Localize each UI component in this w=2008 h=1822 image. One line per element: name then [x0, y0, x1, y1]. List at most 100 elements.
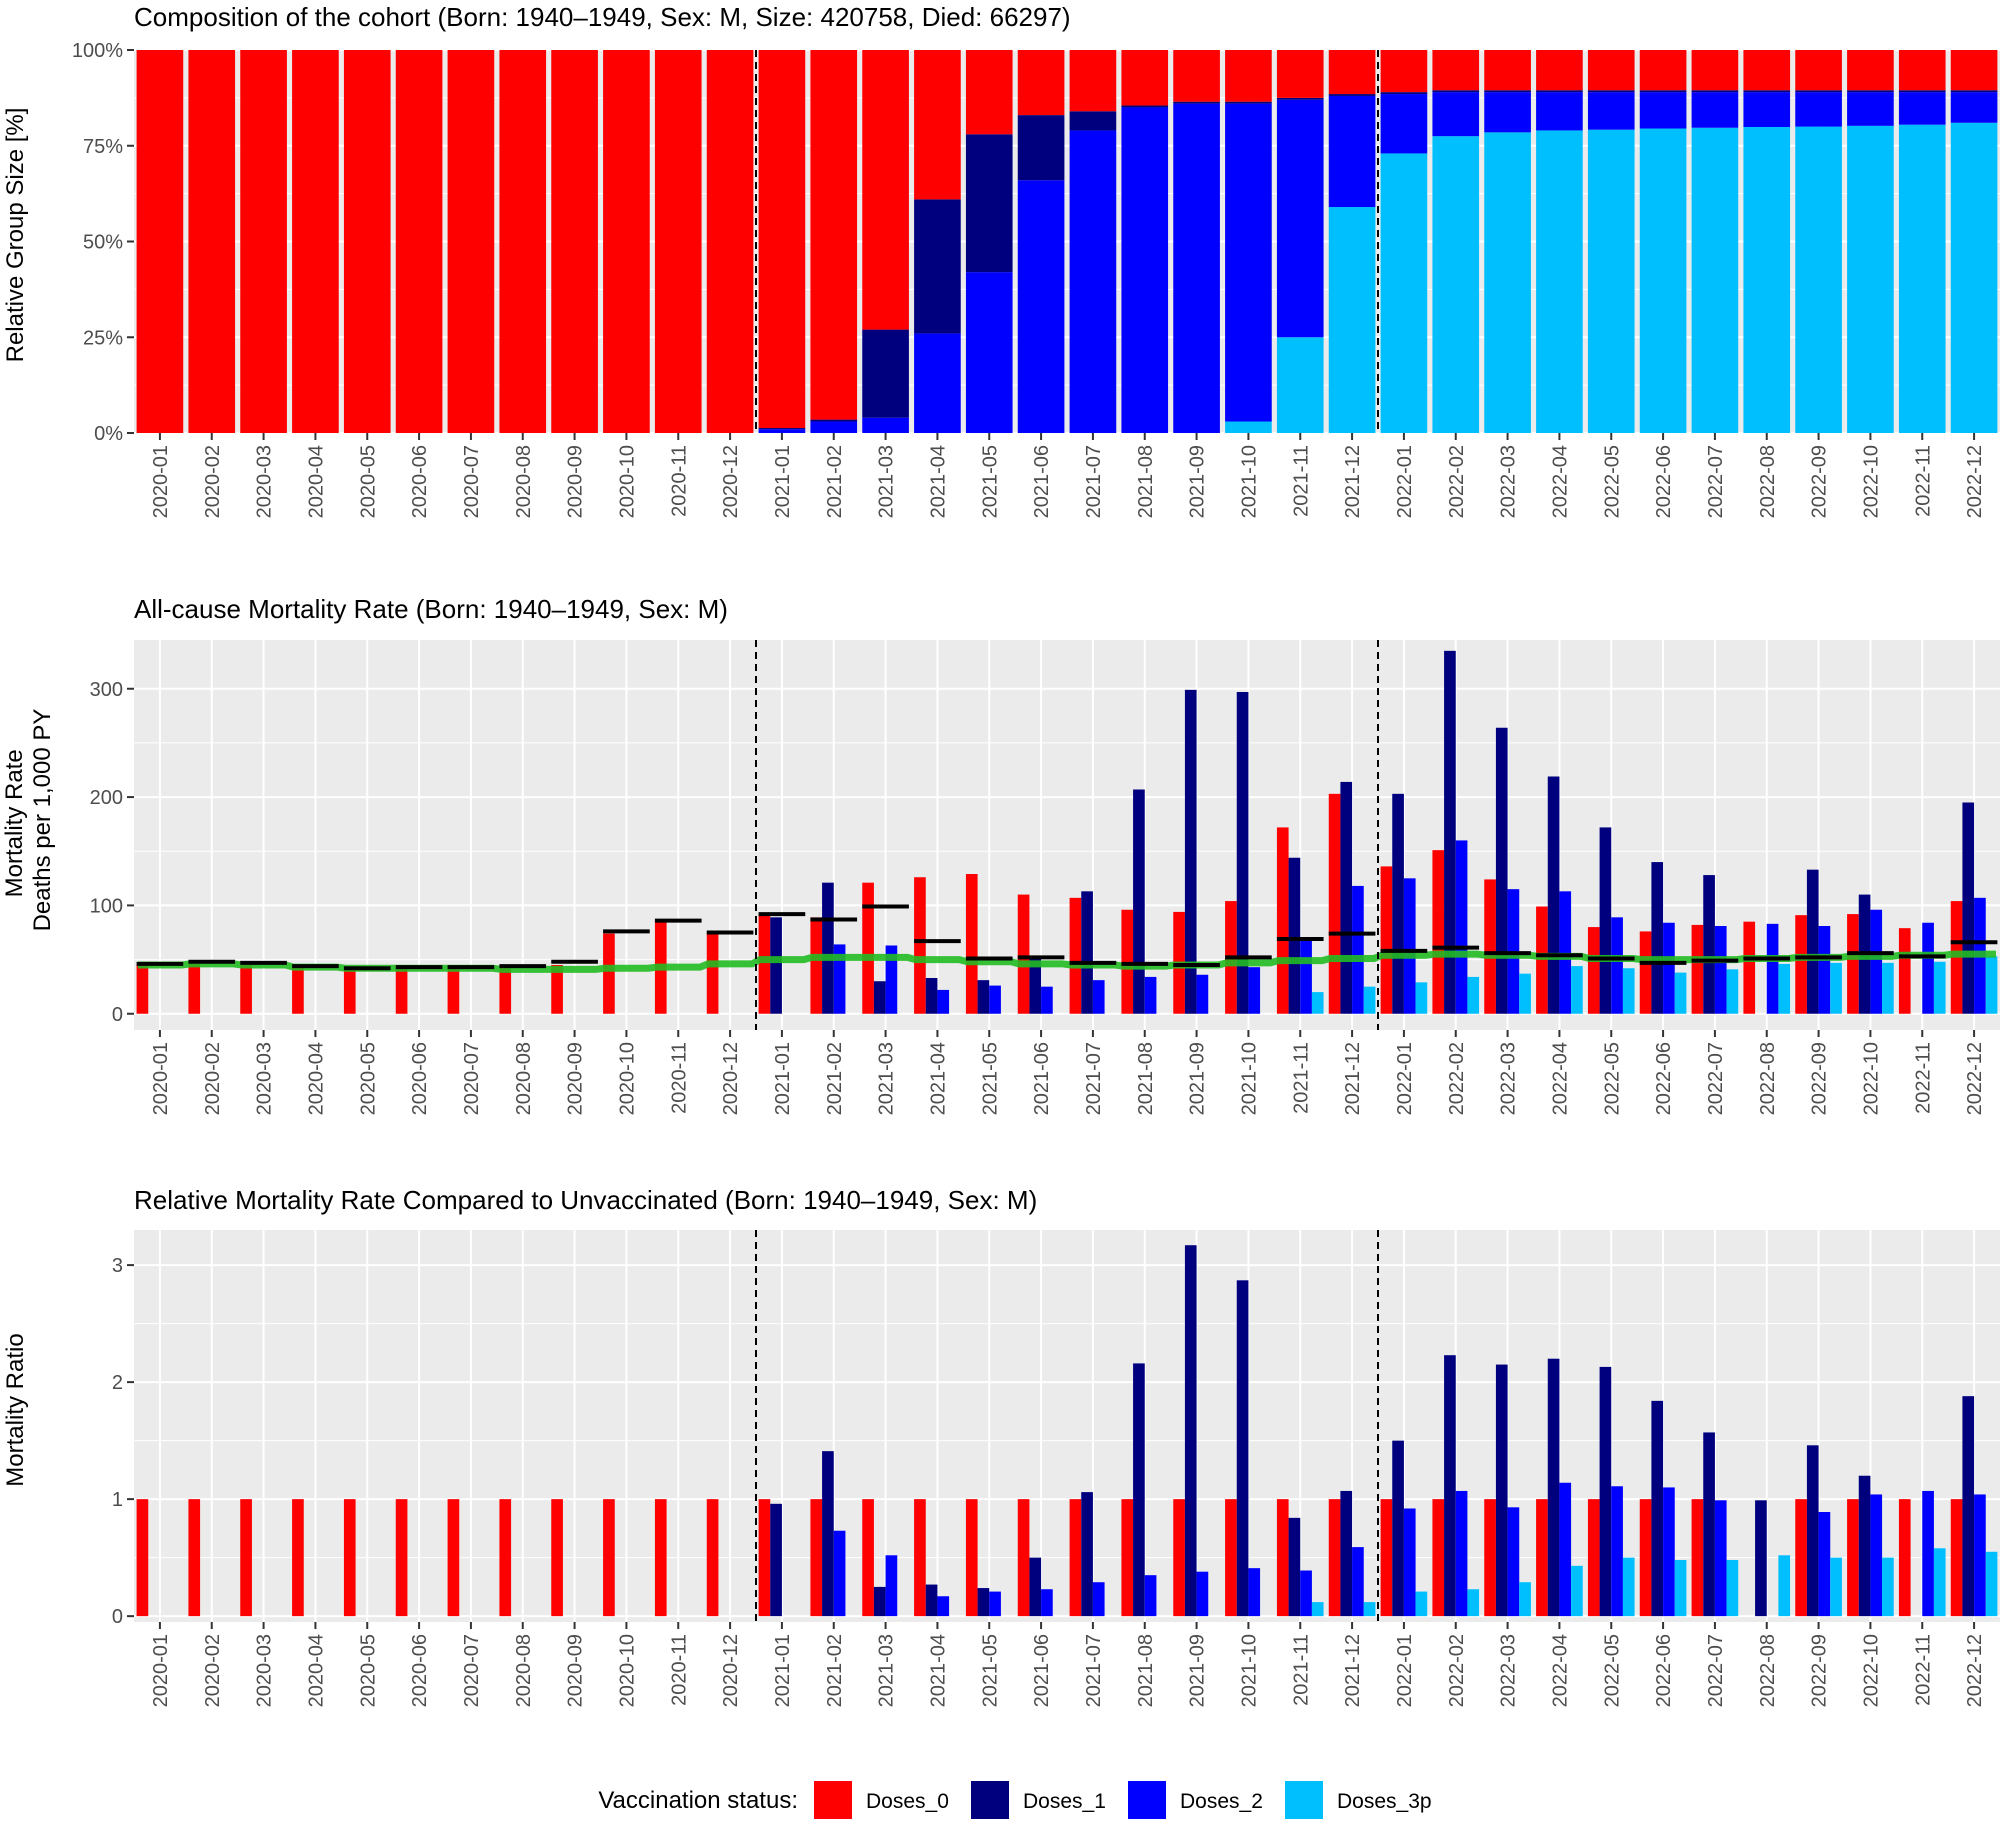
x-tick-label: 2021-09: [1187, 1042, 1209, 1115]
bar-doses-3p: [1276, 337, 1324, 433]
x-tick-label: 2022-02: [1446, 445, 1468, 518]
bar-doses-3p: [1985, 1551, 1998, 1617]
y-tick-label: 50%: [83, 232, 123, 254]
bar-doses-0: [447, 50, 495, 433]
x-tick-label: 2020-09: [565, 1634, 587, 1707]
bar-doses-3p: [1571, 966, 1583, 1014]
x-tick-label: 2021-02: [824, 1634, 846, 1707]
bar-doses-3p: [1847, 125, 1894, 434]
bar-doses-1: [1236, 692, 1249, 1014]
bar-doses-3p: [1898, 124, 1946, 433]
bar-doses-0: [1328, 793, 1341, 1014]
bar-doses-3p: [1225, 421, 1272, 433]
y-axis-label: Relative Group Size [%]: [2, 108, 29, 363]
bar-doses-1: [1081, 1492, 1093, 1617]
x-tick-label: 2021-07: [1083, 445, 1105, 518]
bar-doses-0: [810, 1499, 823, 1617]
bar-doses-0: [965, 1499, 978, 1617]
bar-doses-0: [914, 877, 926, 1014]
bar-doses-2: [1639, 92, 1687, 129]
bar-doses-2: [1818, 926, 1831, 1014]
bar-doses-1: [1962, 802, 1975, 1014]
bar-doses-0: [1950, 1499, 1963, 1617]
bar-doses-3p: [1933, 1548, 1946, 1617]
bar-doses-0: [1691, 50, 1739, 91]
bar-doses-0: [1121, 909, 1134, 1014]
bar-doses-1: [822, 1451, 834, 1617]
x-tick-label: 2021-08: [1135, 1042, 1157, 1115]
bar-doses-2: [1144, 1575, 1157, 1617]
bar-doses-2: [1663, 1487, 1675, 1617]
bar-doses-1: [1029, 1557, 1042, 1617]
bar-doses-1: [873, 981, 886, 1014]
bar-doses-1: [1288, 857, 1301, 1014]
bar-doses-1: [1133, 1363, 1145, 1617]
bar-doses-3p: [1691, 127, 1739, 434]
bar-doses-2: [1225, 103, 1272, 422]
y-axis-label-line-2: Deaths per 1,000 PY: [29, 709, 56, 932]
x-tick-label: 2021-11: [1290, 445, 1312, 517]
bar-doses-0: [1432, 1499, 1445, 1617]
bar-doses-0: [862, 1499, 874, 1617]
y-tick-label: 1: [112, 1489, 123, 1511]
bar-doses-2: [1352, 885, 1364, 1014]
bar-doses-0: [1743, 921, 1756, 1014]
bar-doses-1: [873, 1586, 886, 1617]
bar-doses-0: [1898, 1499, 1911, 1617]
x-tick-label: 2021-06: [1031, 445, 1053, 518]
x-tick-label: 2022-10: [1860, 1042, 1882, 1115]
bar-doses-3p: [1795, 126, 1842, 433]
bar-doses-1: [1288, 1517, 1301, 1617]
x-tick-label: 2022-08: [1757, 445, 1779, 518]
bar-doses-2: [1484, 92, 1531, 133]
bar-doses-3p: [1830, 962, 1842, 1014]
bar-doses-0: [603, 50, 650, 433]
legend-title: Vaccination status:: [598, 1787, 798, 1814]
panel-title: All-cause Mortality Rate (Born: 1940–194…: [134, 594, 728, 624]
x-tick-label: 2022-12: [1964, 1634, 1986, 1707]
bar-doses-1: [1639, 90, 1687, 93]
bar-doses-2: [1455, 1490, 1468, 1617]
x-tick-label: 2021-10: [1238, 1042, 1260, 1115]
bar-doses-0: [136, 50, 184, 433]
bar-doses-1: [1536, 90, 1583, 93]
x-tick-label: 2020-01: [150, 1634, 172, 1707]
y-tick-label: 300: [90, 679, 123, 701]
bar-doses-0: [447, 1499, 460, 1617]
bar-doses-1: [914, 199, 961, 334]
bar-doses-0: [1898, 50, 1946, 91]
x-tick-label: 2020-11: [668, 1634, 690, 1706]
bar-doses-0: [1484, 879, 1496, 1014]
x-tick-label: 2020-03: [254, 445, 276, 518]
bar-doses-1: [1599, 827, 1612, 1014]
bar-doses-2: [1403, 1508, 1416, 1617]
bar-doses-3p: [1726, 1559, 1739, 1617]
bar-doses-1: [1651, 1400, 1664, 1617]
bar-doses-2: [758, 429, 806, 433]
bar-doses-1: [1691, 90, 1739, 93]
bar-doses-3p: [1311, 992, 1324, 1014]
bar-doses-2: [1017, 180, 1065, 433]
y-tick-label: 25%: [83, 327, 123, 349]
x-tick-label: 2021-08: [1135, 445, 1157, 518]
bar-doses-0: [810, 917, 823, 1014]
bar-doses-0: [603, 1499, 615, 1617]
x-tick-label: 2022-03: [1498, 445, 1520, 518]
bar-doses-1: [1703, 875, 1715, 1014]
bar-doses-3p: [1933, 961, 1946, 1014]
x-tick-label: 2020-06: [409, 445, 431, 518]
x-tick-label: 2022-05: [1601, 1042, 1623, 1115]
bar-doses-0: [499, 968, 512, 1014]
x-tick-label: 2020-08: [513, 1042, 535, 1115]
bar-doses-1: [1444, 650, 1456, 1014]
bar-doses-3p: [1622, 1557, 1635, 1617]
bar-doses-0: [758, 914, 771, 1014]
bar-doses-0: [499, 1499, 512, 1617]
bar-doses-0: [1795, 50, 1842, 91]
bar-doses-3p: [1985, 956, 1998, 1014]
bar-doses-1: [925, 1584, 938, 1617]
x-tick-label: 2021-01: [772, 445, 794, 518]
x-tick-label: 2021-09: [1187, 445, 1209, 518]
legend-key-doses-2: [1128, 1781, 1166, 1819]
x-tick-label: 2022-11: [1912, 445, 1934, 517]
